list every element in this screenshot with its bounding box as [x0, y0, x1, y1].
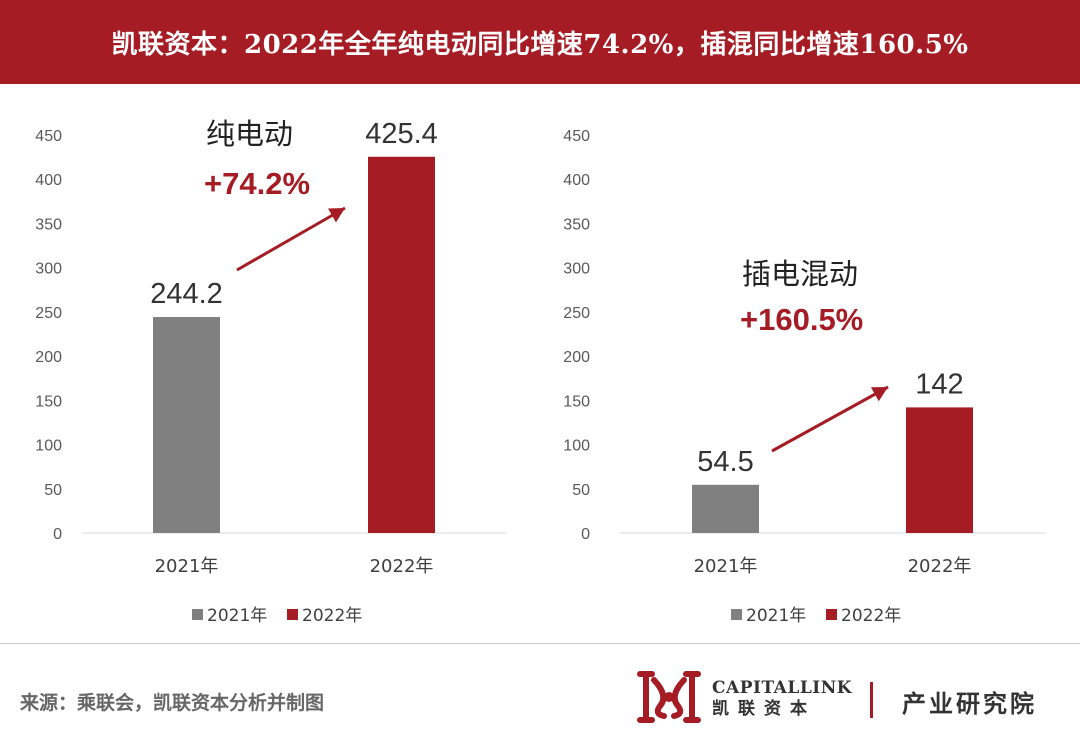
growth-arrow-line — [236, 206, 346, 272]
y-tick-label: 350 — [563, 216, 590, 233]
legend-swatch — [731, 609, 742, 620]
legend-label: 2021年 — [746, 606, 806, 626]
bar-value-label: 425.4 — [365, 118, 438, 150]
footer-divider — [0, 643, 1080, 644]
bar — [153, 317, 220, 533]
legend-label: 2022年 — [841, 606, 901, 626]
footer-separator — [870, 682, 873, 718]
page-title: 凯联资本：2022年全年纯电动同比增速74.2%，插混同比增速160.5% — [111, 29, 969, 60]
y-tick-label: 200 — [35, 349, 62, 366]
bar — [692, 484, 759, 533]
x-tick-label: 2021年 — [694, 556, 758, 577]
growth-arrow-head-icon — [871, 387, 888, 402]
y-tick-label: 0 — [53, 526, 62, 543]
y-tick-label: 50 — [572, 482, 590, 499]
brand-name-en: CAPITALLINK — [712, 678, 853, 698]
bar-value-label: 54.5 — [697, 446, 753, 478]
capitallink-logo-icon — [637, 671, 701, 723]
annotation-label: 插电混动 — [742, 257, 858, 291]
growth-arrow-head-icon — [328, 208, 345, 223]
brand-name-cn: 凯联资本 — [712, 699, 816, 719]
title-banner: 凯联资本：2022年全年纯电动同比增速74.2%，插混同比增速160.5% — [0, 0, 1080, 84]
bar — [368, 156, 435, 533]
footer: 来源：乘联会，凯联资本分析并制图 CAPITALLINK 凯联资本 产业研究院 — [0, 644, 1080, 732]
annotation-growth: +74.2% — [204, 166, 310, 201]
y-tick-label: 50 — [44, 482, 62, 499]
y-tick-label: 350 — [35, 216, 62, 233]
legend-swatch — [287, 609, 298, 620]
y-tick-label: 200 — [563, 349, 590, 366]
research-institute-label: 产业研究院 — [902, 689, 1037, 718]
y-tick-label: 100 — [563, 438, 590, 455]
legend-swatch — [192, 609, 203, 620]
bar-value-label: 244.2 — [150, 278, 223, 310]
annotation-growth: +160.5% — [740, 302, 863, 337]
brand-block: CAPITALLINK 凯联资本 — [712, 678, 852, 720]
x-tick-label: 2022年 — [370, 556, 434, 577]
y-tick-label: 300 — [35, 261, 62, 278]
y-tick-label: 0 — [581, 526, 590, 543]
annotation-label: 纯电动 — [206, 117, 293, 151]
y-tick-label: 400 — [35, 172, 62, 189]
legend-swatch — [826, 609, 837, 620]
source-note: 来源：乘联会，凯联资本分析并制图 — [20, 692, 325, 714]
y-tick-label: 100 — [35, 438, 62, 455]
bar — [906, 407, 973, 533]
y-tick-label: 150 — [35, 393, 62, 410]
charts-area: 0 50 100 150 200 250 300 350 400 450 244.2 2021年 425… — [35, 117, 1046, 626]
legend-label: 2021年 — [207, 606, 267, 626]
y-tick-label: 400 — [563, 172, 590, 189]
legend-label: 2022年 — [302, 606, 362, 626]
y-tick-label: 250 — [563, 305, 590, 322]
bar-value-label: 142 — [915, 368, 963, 400]
y-tick-label: 250 — [35, 305, 62, 322]
y-tick-label: 300 — [563, 261, 590, 278]
y-tick-label: 450 — [563, 128, 590, 145]
y-tick-label: 150 — [563, 393, 590, 410]
x-tick-label: 2022年 — [908, 556, 972, 577]
growth-arrow-line — [771, 385, 889, 453]
x-tick-label: 2021年 — [155, 556, 219, 577]
y-tick-label: 450 — [35, 128, 62, 145]
